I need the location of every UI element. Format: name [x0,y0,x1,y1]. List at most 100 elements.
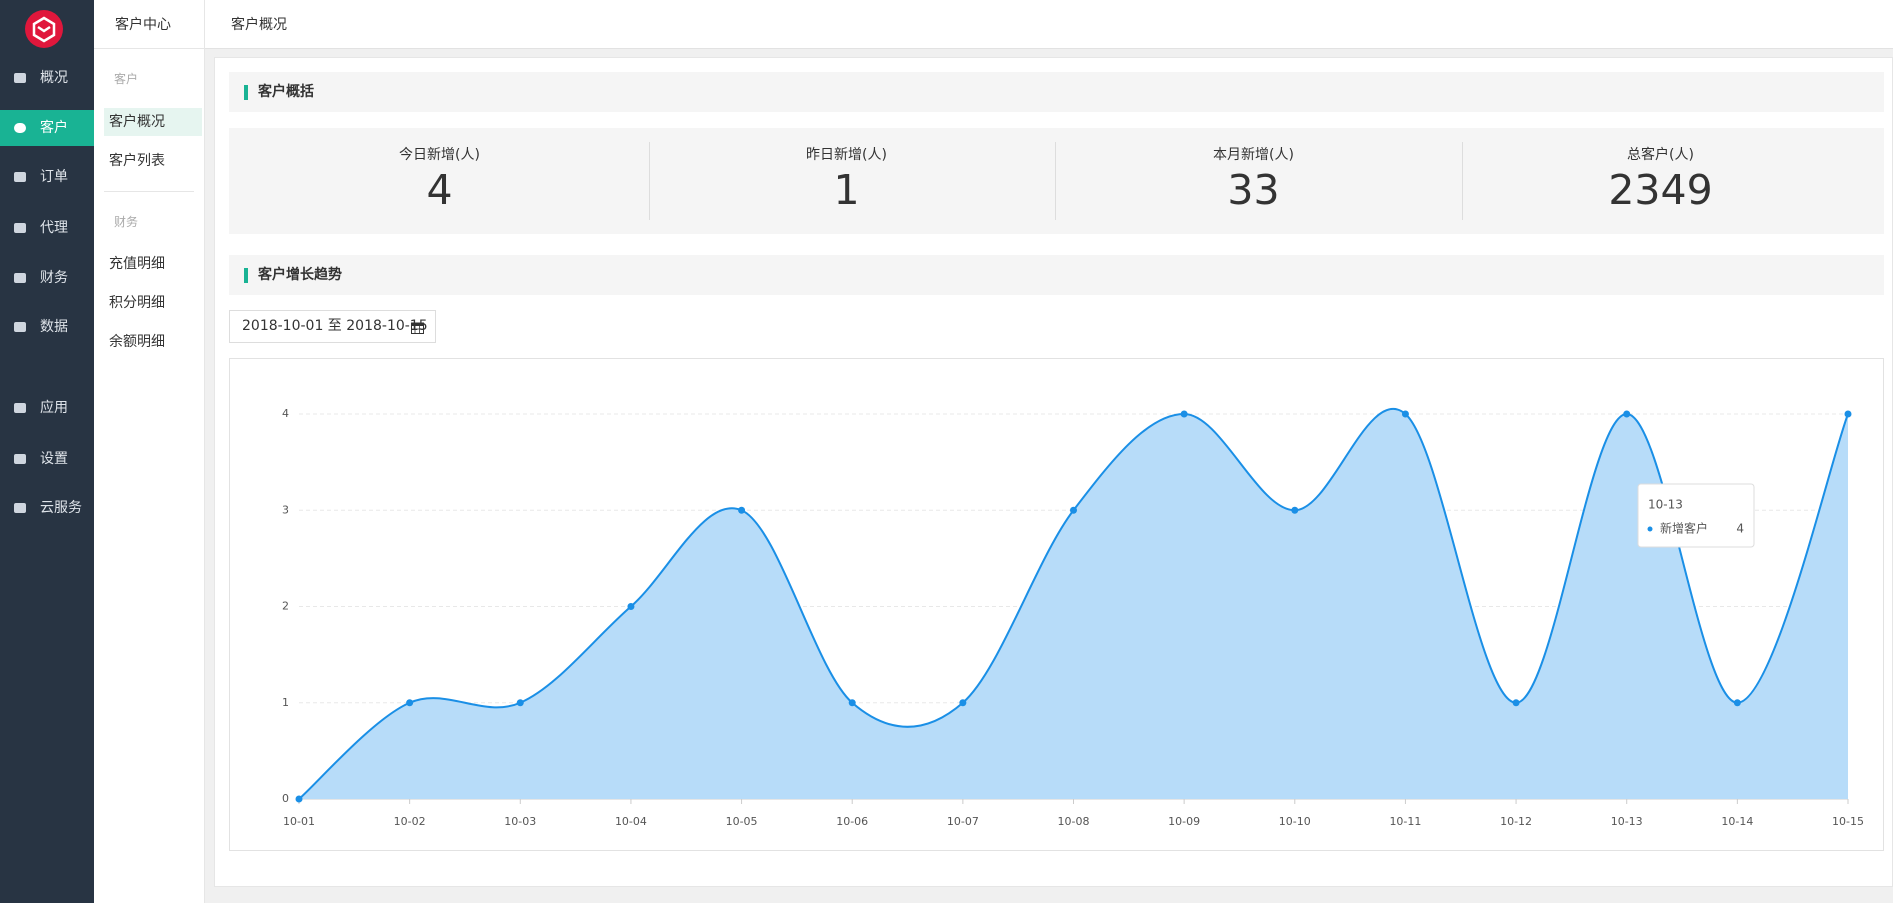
point [516,699,524,707]
point [1733,699,1741,707]
tooltip-value: 4 [1736,522,1744,536]
stat-label: 本月新增(人) [1213,147,1294,163]
menu-item[interactable]: 客户 [0,110,94,146]
menu-item[interactable]: 设置 [0,441,94,477]
point [1291,506,1299,514]
point [1070,506,1077,514]
area [299,408,1848,799]
stat-value: 1 [833,166,860,214]
date-range-picker[interactable]: 2018-10-01 至 2018-10-15 [229,310,436,343]
tooltip: 10-13 新增客户 4 [1637,483,1755,548]
stat-value: 4 [426,166,453,214]
y-tick-label: 2 [282,600,289,613]
stat: 本月新增(人) 33 [1050,128,1457,234]
x-tick-label: 10-14 [1721,815,1753,828]
stat: 总客户(人) 2349 [1457,128,1864,234]
sub-sidebar: 客户中心 客户 客户概况 客户列表 财务 充值明细 积分明细 余额明细 [94,0,205,903]
tooltip-category: 10-13 [1648,498,1683,512]
x-tick-label: 10-08 [1058,815,1090,828]
menu-label: 代理 [40,220,68,236]
subnav-item[interactable]: 余额明细 [109,334,165,350]
subnav-item[interactable]: 客户列表 [109,153,165,169]
y-tick-label: 3 [282,503,289,516]
logo [25,10,63,48]
divider [1055,142,1056,220]
x-tick-label: 10-06 [836,815,868,828]
section-title: 客户概括 [258,84,314,100]
menu-item[interactable]: 代理 [0,210,94,246]
x-tick-label: 10-07 [947,815,979,828]
chart: 0 1 2 3 4 10-01 10-02 10-03 10-04 10-05 10-06 10-07… [282,407,1864,828]
tooltip-dot [1647,526,1653,532]
subnav-item[interactable]: 积分明细 [109,295,165,311]
point [406,699,414,707]
tooltip-box [1637,483,1755,548]
stat: 昨日新增(人) 1 [643,128,1050,234]
x-tick-label: 10-02 [394,815,426,828]
point [959,699,967,707]
group-label: 财务 [114,215,139,229]
calendar-icon [411,322,424,334]
chart-box: 0 1 2 3 4 10-01 10-02 10-03 10-04 10-05 10-06 10-07… [229,358,1884,851]
point [1623,410,1631,418]
top-bar: 客户概况 [205,0,1893,49]
main-sidebar: 概况 客户 订单 代理 财务 数据 应用 设置 云服务 [0,0,94,903]
section-title: 客户增长趋势 [258,267,342,283]
menu-item[interactable]: 订单 [0,159,94,195]
point [1512,699,1520,707]
menu-label: 概况 [40,70,68,86]
stat-label: 总客户(人) [1627,147,1694,163]
stat-value: 2349 [1608,166,1713,214]
menu-item[interactable]: 财务 [0,260,94,296]
point [848,699,856,707]
x-tick-label: 10-03 [504,815,536,828]
point [1401,410,1409,418]
point [1180,410,1188,418]
menu-label: 财务 [40,270,68,286]
x-tick-label: 10-01 [283,815,315,828]
y-tick-label: 4 [282,407,289,420]
menu-label: 数据 [40,319,68,335]
x-tick-label: 10-04 [615,815,647,828]
stat-value: 33 [1227,166,1280,214]
x-tick-label: 10-11 [1389,815,1421,828]
group-label: 客户 [114,72,139,86]
stat-label: 昨日新增(人) [806,147,887,163]
menu-item[interactable]: 应用 [0,390,94,426]
line [298,408,1849,800]
x-tick-label: 10-09 [1168,815,1200,828]
menu-item[interactable]: 云服务 [0,490,94,526]
subnav-item[interactable]: 客户概况 [104,108,202,136]
subnav-title: 客户中心 [115,17,171,33]
x-tick-label: 10-05 [726,815,758,828]
divider [649,142,650,220]
point [295,795,303,803]
x-tick-label: 10-15 [1832,815,1864,828]
divider [104,191,194,192]
x-tick-label: 10-13 [1611,815,1643,828]
x-tick-label: 10-10 [1279,815,1311,828]
x-tick-label: 10-12 [1500,815,1532,828]
menu-label: 应用 [40,400,68,416]
menu-label: 订单 [40,169,68,185]
point [738,506,746,514]
menu-item[interactable]: 数据 [0,309,94,345]
section-header: 客户增长趋势 [229,255,1884,295]
menu-item[interactable]: 概况 [0,60,94,96]
y-tick-label: 0 [282,792,289,805]
tooltip-series: 新增客户 [1660,521,1708,536]
date-range: 2018-10-01 至 2018-10-15 [242,318,428,334]
divider [1462,142,1463,220]
stat-label: 今日新增(人) [399,147,480,163]
section-header: 客户概括 [229,72,1884,112]
y-tick-label: 1 [282,696,289,709]
subnav-item[interactable]: 充值明细 [109,256,165,272]
menu-label: 云服务 [40,500,82,516]
menu-label: 客户 [40,120,68,136]
stat: 今日新增(人) 4 [236,128,643,234]
menu-label: 设置 [40,451,68,467]
stats: 今日新增(人) 4 昨日新增(人) 1 本月新增(人) 33 总客户(人) 2349 [229,128,1884,234]
point [627,603,635,610]
divider [94,48,204,49]
